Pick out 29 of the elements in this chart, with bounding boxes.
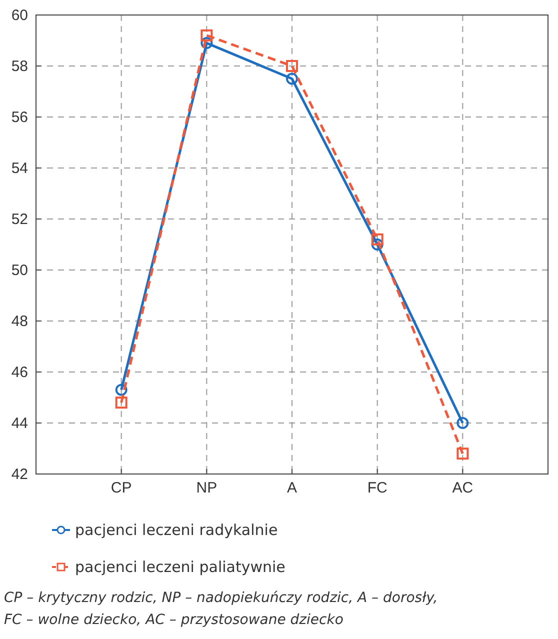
x-tick-label: NP xyxy=(196,480,218,497)
point xyxy=(371,238,384,250)
y-tick-label: 44 xyxy=(11,414,28,432)
point xyxy=(456,417,469,429)
point xyxy=(456,448,469,460)
point xyxy=(200,37,213,50)
y-tick-label: 46 xyxy=(11,364,28,381)
y-tick-label: 56 xyxy=(11,108,28,126)
y-tick-label: 58 xyxy=(11,58,28,75)
text: FC – wolne dziecko, AC – przystosowane dziecko xyxy=(4,612,344,628)
x-tick-label: AC xyxy=(452,480,474,497)
point xyxy=(200,29,213,42)
legend-label: pacjenci leczeni radykalnie xyxy=(75,521,278,539)
y-tick-label: 54 xyxy=(11,160,28,177)
text: CP – krytyczny rodzic, NP – nadopiekuńczy rodzic, A – dorosły, xyxy=(4,590,438,606)
legend-label: pacjenci leczeni paliatywnie xyxy=(75,558,286,576)
point xyxy=(286,60,298,72)
y-tick-label: 42 xyxy=(11,466,28,483)
y-tick-label: 48 xyxy=(11,312,28,330)
x-tick-label: CP xyxy=(110,480,132,497)
point xyxy=(115,396,128,409)
x-tick-label: A xyxy=(286,480,298,497)
y-tick-label: 52 xyxy=(11,210,28,228)
x-tick-label: FC xyxy=(367,480,388,497)
point xyxy=(286,72,298,85)
point xyxy=(115,384,128,396)
y-tick-label: 50 xyxy=(11,262,28,279)
point xyxy=(371,233,384,246)
y-tick-label: 60 xyxy=(11,6,28,24)
